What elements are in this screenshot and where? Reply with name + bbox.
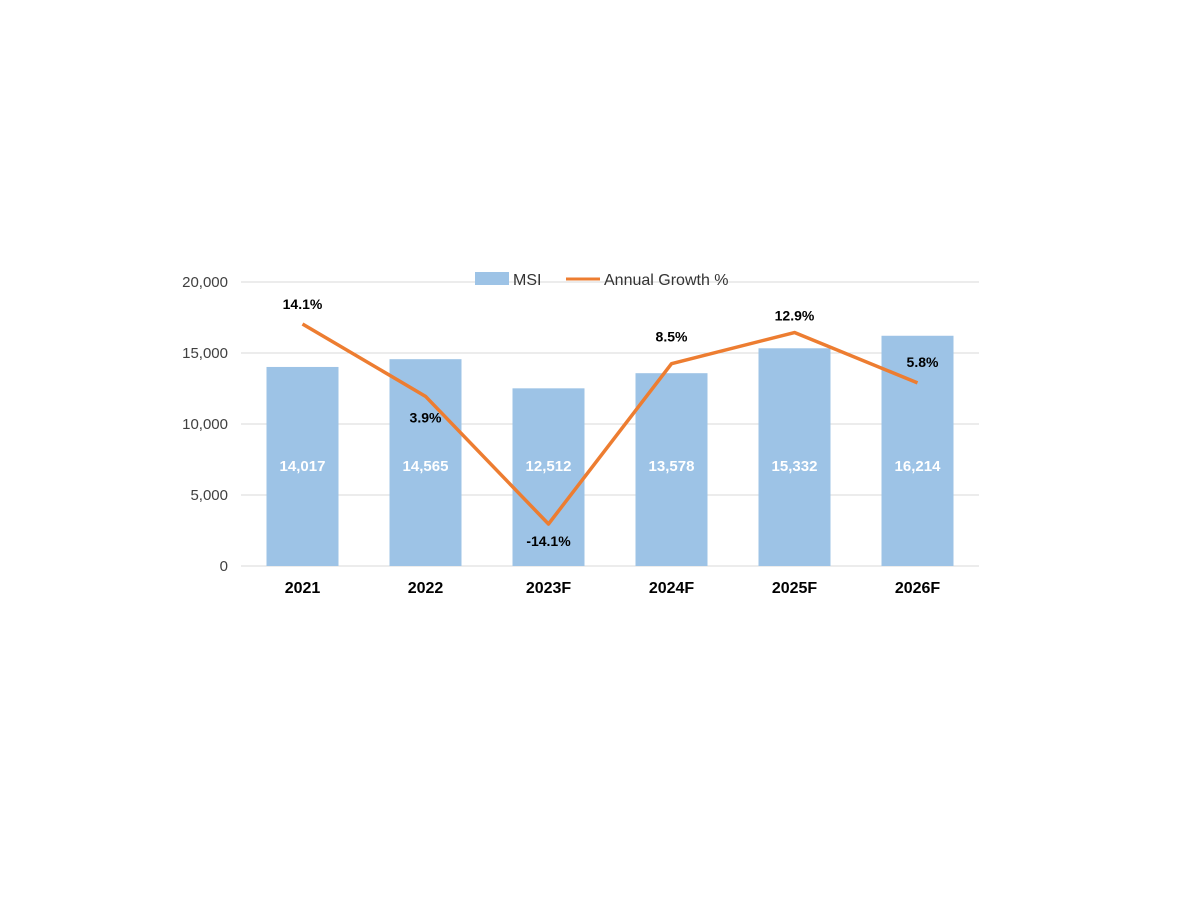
bar-value-label: 16,214 — [895, 458, 942, 475]
x-tick-label: 2022 — [408, 580, 444, 597]
legend: MSI Annual Growth % — [475, 272, 729, 289]
growth-value-label: 14.1% — [283, 296, 323, 312]
legend-label-growth: Annual Growth % — [604, 272, 729, 289]
y-tick-label: 5,000 — [190, 487, 228, 504]
bar-value-label: 15,332 — [772, 458, 818, 475]
gridlines — [241, 281, 979, 567]
growth-value-label: 5.8% — [907, 354, 939, 370]
bar-value-label: 14,017 — [280, 458, 326, 475]
growth-value-label: 12.9% — [775, 308, 815, 324]
bar-value-label: 12,512 — [526, 458, 572, 475]
bar — [881, 335, 954, 566]
growth-value-label: 3.9% — [410, 409, 442, 425]
y-tick-label: 10,000 — [182, 416, 228, 433]
y-axis: 20,000 15,000 10,000 5,000 0 — [182, 274, 228, 575]
x-tick-label: 2026F — [895, 580, 941, 597]
x-tick-label: 2021 — [285, 580, 321, 597]
y-tick-label: 20,000 — [182, 274, 228, 291]
legend-swatch-msi — [475, 272, 509, 285]
bar-series: 14,017 14,565 12,512 13,578 15,332 16,214 — [266, 335, 954, 566]
legend-label-msi: MSI — [513, 272, 541, 289]
bar — [512, 388, 585, 566]
x-axis: 2021 2022 2023F 2024F 2025F 2026F — [285, 580, 941, 597]
x-tick-label: 2023F — [526, 580, 572, 597]
bar — [389, 359, 462, 566]
bar — [266, 366, 339, 566]
y-tick-label: 15,000 — [182, 345, 228, 362]
line-series: 14.1% 3.9% -14.1% 8.5% 12.9% 5.8% — [283, 296, 939, 549]
growth-value-label: 8.5% — [656, 329, 688, 345]
growth-line — [301, 322, 919, 526]
growth-value-label: -14.1% — [526, 533, 571, 549]
bar — [758, 348, 831, 566]
bar-value-label: 14,565 — [403, 458, 449, 475]
bar-value-label: 13,578 — [649, 458, 695, 475]
x-tick-label: 2024F — [649, 580, 695, 597]
x-tick-label: 2025F — [772, 580, 818, 597]
y-tick-label: 0 — [220, 558, 228, 575]
bar — [635, 373, 708, 566]
